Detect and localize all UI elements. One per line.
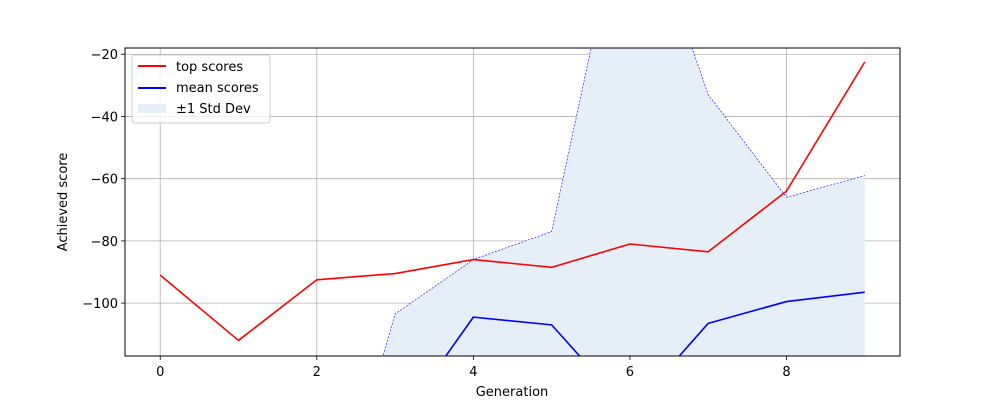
legend-swatch-std-dev [138, 104, 166, 113]
mean-scores-line [444, 291, 865, 356]
std-dev-band [382, 48, 865, 356]
x-tick-label: 8 [782, 365, 790, 380]
y-axis-label: Achieved score [56, 153, 71, 252]
std-dev-band-layer [382, 48, 865, 356]
x-tick-label: 2 [313, 365, 321, 380]
series-layer [159, 61, 866, 356]
x-tick-label: 4 [469, 365, 477, 380]
legend-label-mean-scores: mean scores [176, 81, 259, 96]
plot-frame [124, 47, 901, 357]
legend: top scores mean scores ±1 Std Dev [131, 54, 271, 124]
y-tick-label: −60 [91, 173, 118, 188]
ticks: 0 2 4 6 8 −100 −80 −60 −40 −20 [82, 48, 790, 380]
y-tick-label: −20 [91, 48, 118, 63]
legend-label-std-dev: ±1 Std Dev [176, 102, 251, 117]
x-tick-label: 6 [626, 365, 634, 380]
x-axis-label: Generation [476, 385, 549, 400]
top-scores-line [159, 61, 866, 342]
std-dev-upper-edge [382, 48, 865, 356]
legend-box [131, 54, 271, 124]
y-tick-label: −80 [91, 235, 118, 250]
y-tick-label: −40 [91, 110, 118, 125]
legend-label-top-scores: top scores [176, 60, 243, 75]
y-tick-label: −100 [82, 297, 118, 312]
x-tick-label: 0 [156, 365, 164, 380]
